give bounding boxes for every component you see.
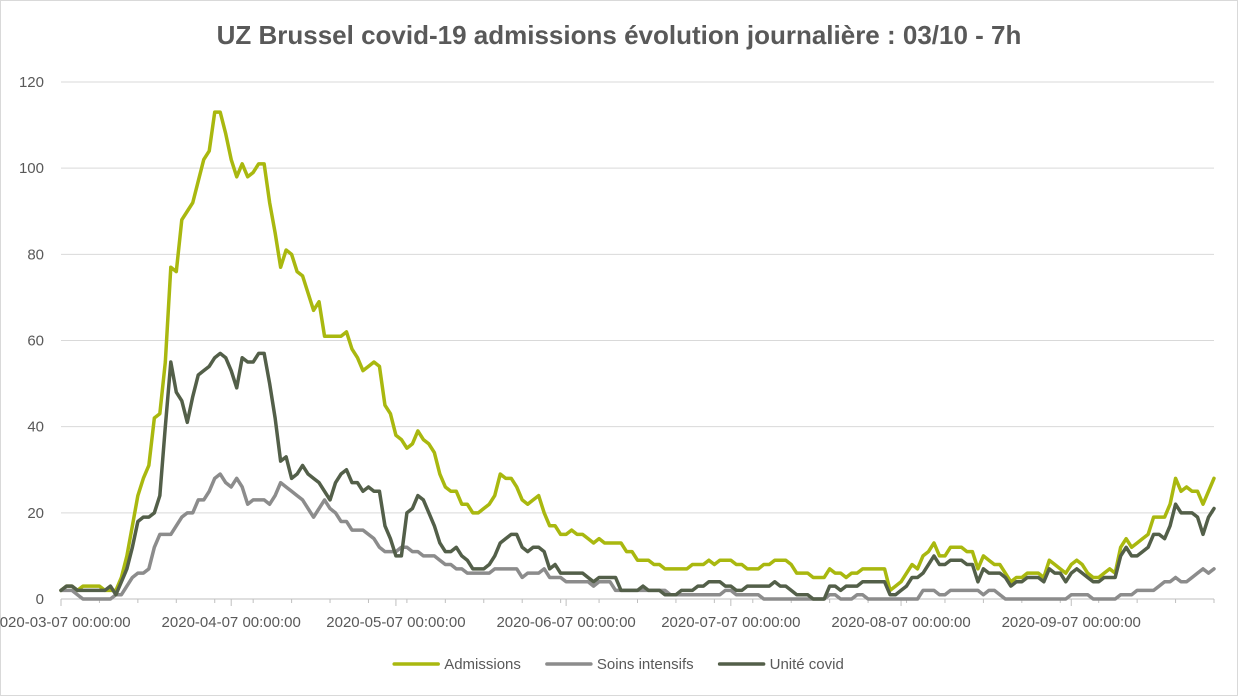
legend-label-unite-covid: Unité covid xyxy=(770,656,844,673)
y-tick-label: 20 xyxy=(27,505,44,522)
gridlines xyxy=(61,81,1214,514)
y-tick-label: 80 xyxy=(27,246,44,263)
y-tick-label: 120 xyxy=(19,74,44,91)
y-tick-label: 40 xyxy=(27,419,44,436)
series-line-unite-covid xyxy=(59,351,1216,601)
x-axis: 2020-03-07 00:00:00 2020-04-07 00:00:00 20… xyxy=(0,598,1215,631)
series-lines xyxy=(59,110,1216,601)
x-tick-label: 2020-03-07 00:00:00 xyxy=(0,614,131,631)
y-tick-label: 100 xyxy=(19,160,44,177)
x-tick-label: 2020-09-07 00:00:00 xyxy=(1002,614,1141,631)
y-axis: 0 20 40 60 80 100 120 xyxy=(19,74,44,608)
x-tick-label: 2020-08-07 00:00:00 xyxy=(831,614,970,631)
y-tick-label: 60 xyxy=(27,333,44,350)
legend-label-admissions: Admissions xyxy=(444,656,521,673)
y-tick-label: 0 xyxy=(36,591,44,608)
x-tick-label: 2020-04-07 00:00:00 xyxy=(162,614,301,631)
x-tick-label: 2020-06-07 00:00:00 xyxy=(496,614,635,631)
legend: Admissions Soins intensifs Unité covid xyxy=(392,656,844,673)
x-tick-label: 2020-05-07 00:00:00 xyxy=(326,614,465,631)
x-tick-label: 2020-07-07 00:00:00 xyxy=(661,614,800,631)
legend-label-soins-intensifs: Soins intensifs xyxy=(597,656,694,673)
chart-title: UZ Brussel covid-19 admissions évolution… xyxy=(216,20,1022,50)
series-line-admissions xyxy=(59,110,1216,593)
